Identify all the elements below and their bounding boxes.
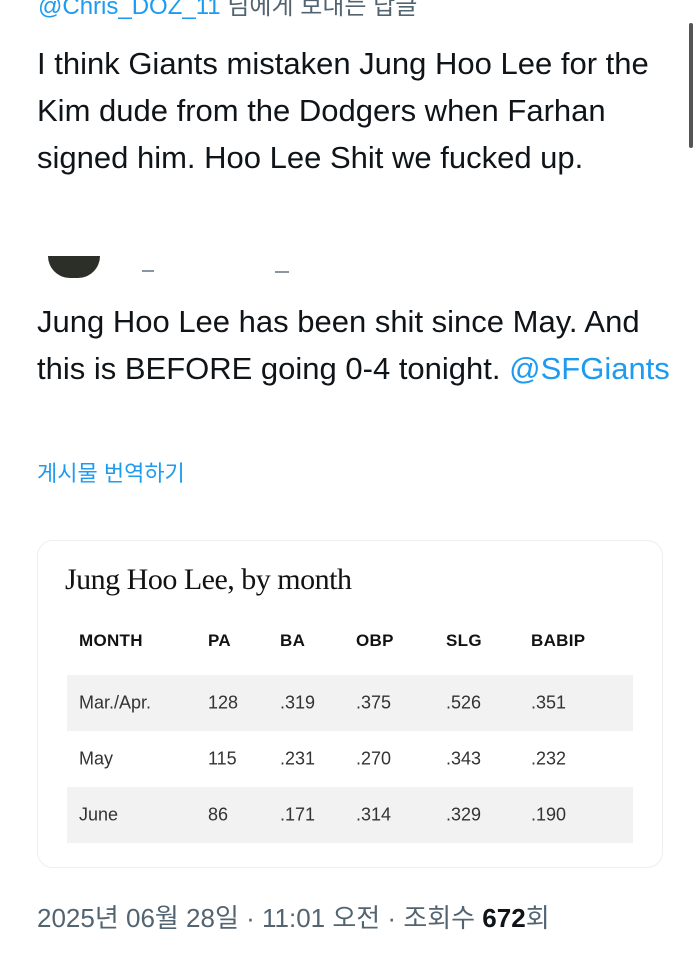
column-header: PA [208, 631, 231, 650]
column-header: MONTH [79, 631, 143, 650]
table-cell: June [79, 804, 119, 825]
table-cell: May [79, 748, 114, 769]
author-name-fragment [142, 270, 154, 272]
table-cell: .270 [356, 748, 392, 769]
table-header: MONTH PA BA OBP SLG BABIP [67, 631, 633, 655]
tweet-text: I think Giants mistaken Jung Hoo Lee for… [37, 46, 649, 175]
stats-image-card[interactable]: Jung Hoo Lee, by month MONTH PA BA OBP S… [37, 540, 663, 868]
scrollbar[interactable] [689, 23, 693, 148]
table-cell: .343 [446, 748, 482, 769]
post-date: 2025년 06월 28일 [37, 903, 239, 933]
translate-post-link[interactable]: 게시물 번역하기 [37, 461, 185, 486]
table-cell: .232 [531, 748, 567, 769]
column-header: BA [280, 631, 306, 650]
view-count: 672 [482, 903, 526, 933]
table-cell: .329 [446, 804, 482, 825]
table-cell: 86 [208, 804, 229, 825]
avatar[interactable] [48, 256, 100, 278]
table-cell: .526 [446, 692, 482, 713]
table-row: May 115 .231 .270 .343 .232 [67, 731, 633, 787]
column-header: BABIP [531, 631, 586, 650]
column-header: SLG [446, 631, 482, 650]
tweet-body: Jung Hoo Lee has been shit since May. An… [37, 304, 640, 386]
table-row: June 86 .171 .314 .329 .190 [67, 787, 633, 843]
table-cell: 115 [208, 748, 237, 769]
post-metadata: 2025년 06월 28일 · 11:01 오전 · 조회수 672회 [37, 898, 550, 935]
separator: · [238, 903, 262, 933]
views-label: 조회수 [403, 903, 483, 933]
table-cell: .319 [280, 692, 316, 713]
table-cell: 128 [208, 692, 239, 713]
table-cell: Mar./Apr. [79, 692, 152, 713]
table-cell: .375 [356, 692, 392, 713]
tweet-text: Jung Hoo Lee has been shit since May. An… [37, 298, 677, 392]
table-cell: .314 [356, 804, 392, 825]
table-cell: .171 [280, 804, 316, 825]
table-row: Mar./Apr. 128 .319 .375 .526 .351 [67, 675, 633, 731]
reply-to-header: @Chris_DOZ_11 님에게 보내는 답글 [38, 0, 417, 21]
mention-link[interactable]: @SFGiants [509, 351, 670, 386]
table-cell: .231 [280, 748, 316, 769]
separator: · [380, 903, 404, 933]
reply-to-handle-link[interactable]: @Chris_DOZ_11 [38, 0, 221, 20]
author-handle-fragment [275, 271, 289, 273]
table-cell: .351 [531, 692, 567, 713]
table-cell: .190 [531, 804, 567, 825]
views-suffix: 회 [525, 903, 550, 933]
post-time: 11:01 오전 [262, 903, 381, 933]
card-title: Jung Hoo Lee, by month [65, 563, 352, 596]
column-header: OBP [356, 631, 394, 650]
reply-to-label: 님에게 보내는 답글 [220, 0, 418, 20]
